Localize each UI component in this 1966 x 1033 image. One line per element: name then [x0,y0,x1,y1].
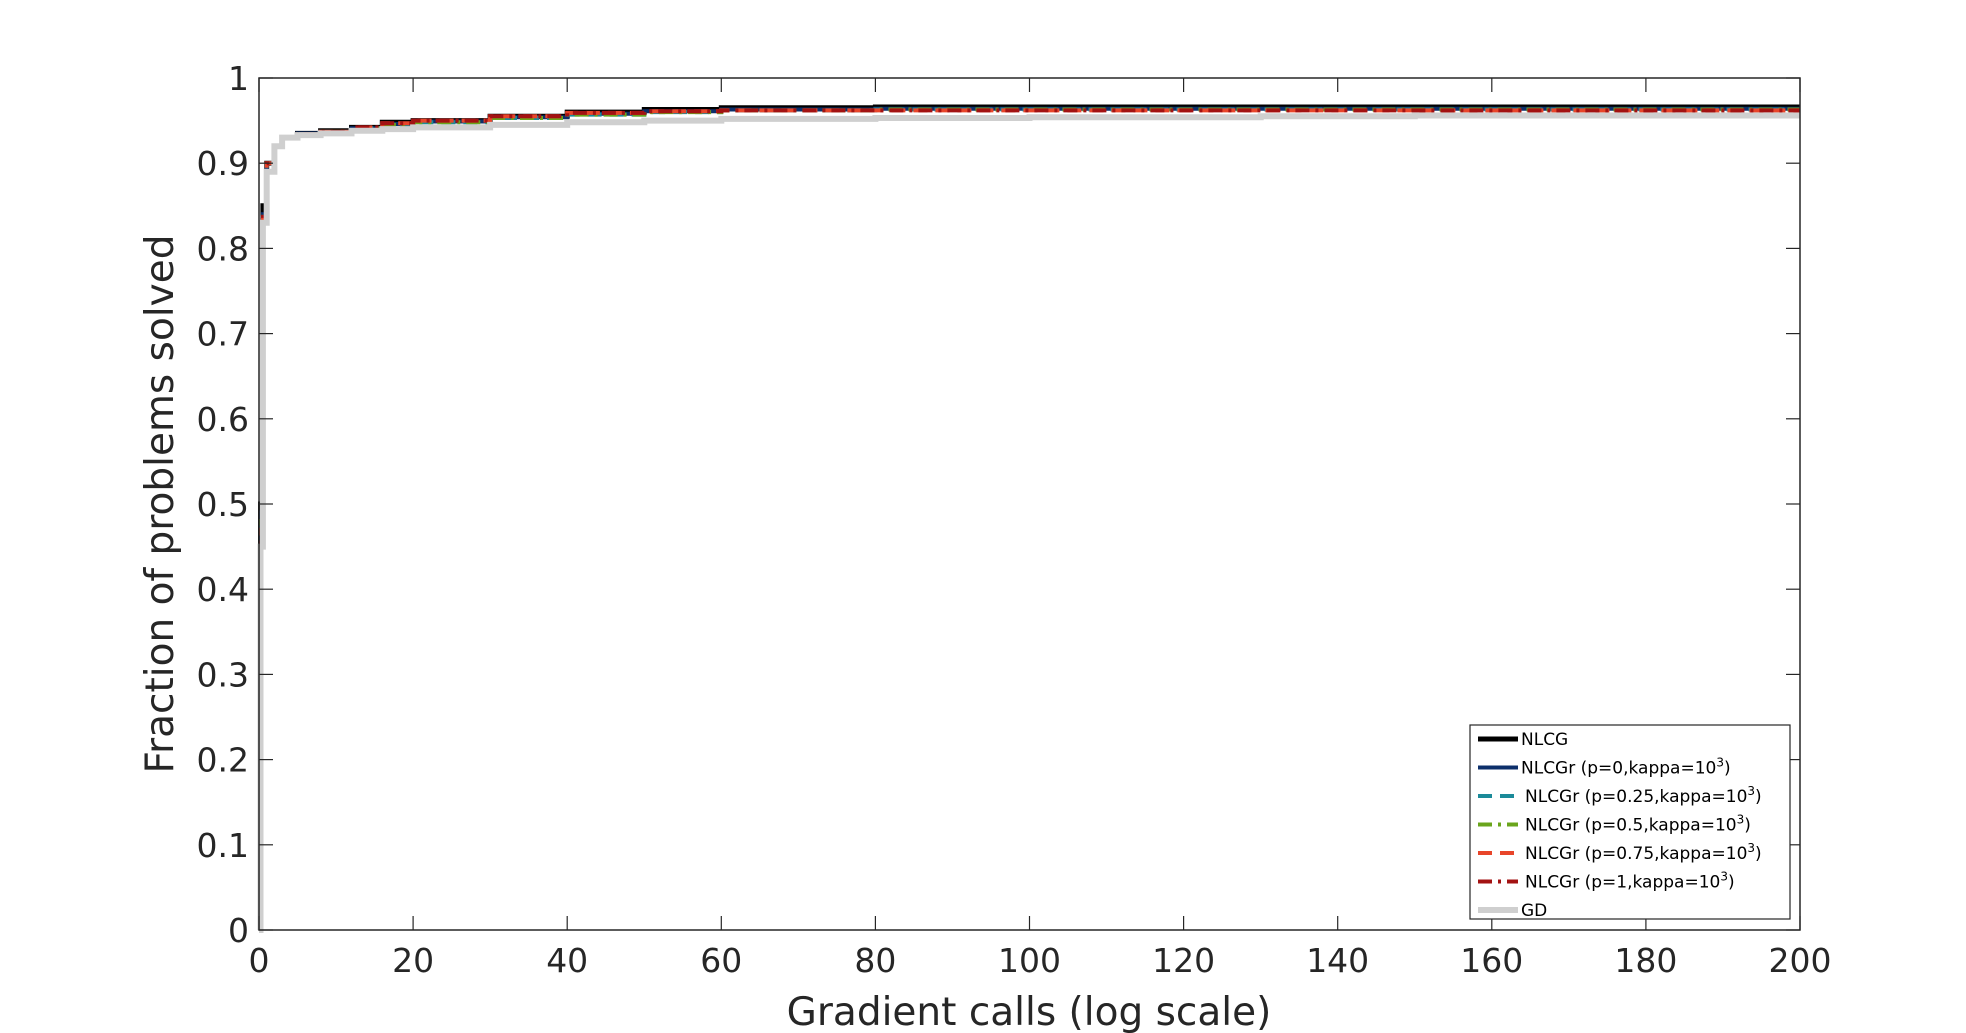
y-tick-label: 0.6 [197,400,249,439]
legend-label-tail: ) [1744,816,1751,836]
legend-label-tail: ) [1755,844,1762,864]
legend-label-tail: ) [1728,873,1735,893]
legend-box [1469,724,1791,920]
x-axis-label: Gradient calls (log scale) [787,990,1272,1033]
legend-label-main: NLCGr (p=0,kappa=10 [1521,759,1716,779]
series-line-5 [258,108,1800,932]
y-tick-label: 0.4 [197,570,249,609]
legend-label-main: NLCGr (p=0.5,kappa=10 [1525,816,1737,836]
y-tick-label: 0.2 [197,741,249,780]
x-tick-label: 200 [1769,941,1832,980]
x-tick-label: 20 [392,941,434,980]
legend-label-main: NLCGr (p=0.25,kappa=10 [1525,787,1747,807]
plot-series-group [257,104,1800,933]
y-tick-label: 0.8 [197,229,249,268]
y-axis-ticks: 0 0.1 0.2 0.3 0.4 0.5 0.6 0.7 0.8 0.9 1 [197,59,1800,950]
legend-label-1: NLCGr (p=0,kappa=103) [1521,756,1731,779]
legend-label-tail: ) [1724,759,1731,779]
legend-label-0: NLCG [1521,730,1568,750]
x-tick-label: 60 [700,941,742,980]
legend-label-4: NLCGr (p=0.75,kappa=103) [1525,841,1762,864]
y-tick-label: 0 [228,911,249,950]
legend-label-sup: 3 [1747,784,1755,798]
legend-label-sup: 3 [1716,756,1724,770]
legend-label-5: NLCGr (p=1,kappa=103) [1525,870,1735,893]
y-tick-label: 0.1 [197,826,249,865]
x-tick-label: 160 [1460,941,1523,980]
x-tick-label: 40 [546,941,588,980]
legend-label-sup: 3 [1720,870,1728,884]
x-tick-label: 80 [854,941,896,980]
y-tick-label: 0.9 [197,144,249,183]
x-tick-label: 0 [249,941,270,980]
legend-label-sup: 3 [1737,813,1745,827]
y-tick-label: 1 [228,59,249,98]
legend-label-6: GD [1521,901,1547,921]
legend-label-main: GD [1521,901,1547,921]
legend-label-tail: ) [1755,787,1762,807]
legend-label-main: NLCGr (p=1,kappa=10 [1525,873,1720,893]
legend-label-sup: 3 [1747,841,1755,855]
x-tick-label: 180 [1614,941,1677,980]
y-tick-label: 0.7 [197,315,249,354]
legend-label-main: NLCG [1521,730,1568,750]
legend-label-main: NLCGr (p=0.75,kappa=10 [1525,844,1747,864]
x-tick-label: 140 [1306,941,1369,980]
x-axis-ticks: 0 20 40 60 80 100 120 140 160 180 200 [249,78,1832,980]
y-tick-label: 0.3 [197,655,249,694]
legend-label-2: NLCGr (p=0.25,kappa=103) [1525,784,1762,807]
legend-label-3: NLCGr (p=0.5,kappa=103) [1525,813,1751,836]
series-line-6 [257,112,1800,933]
y-axis-label: Fraction of problems solved [138,235,183,774]
x-tick-label: 100 [998,941,1061,980]
y-tick-label: 0.5 [197,485,249,524]
x-tick-label: 120 [1152,941,1215,980]
